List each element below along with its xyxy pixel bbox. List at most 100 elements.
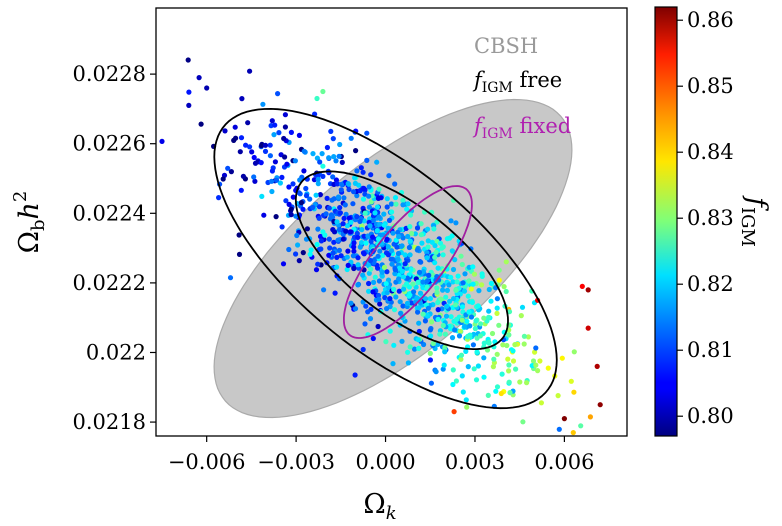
scatter-point	[330, 174, 336, 180]
scatter-point	[470, 342, 476, 348]
scatter-point	[366, 193, 372, 199]
scatter-point	[402, 261, 408, 267]
scatter-point	[281, 135, 287, 142]
scatter-point	[477, 333, 483, 339]
scatter-point	[332, 290, 338, 296]
scatter-point	[570, 430, 576, 436]
scatter-point	[395, 250, 402, 257]
scatter-point	[314, 241, 320, 248]
scatter-point	[379, 269, 385, 275]
scatter-point	[262, 142, 269, 148]
scatter-point	[247, 68, 253, 74]
scatter-point	[409, 230, 415, 237]
scatter-point	[417, 290, 424, 296]
scatter-point	[361, 185, 367, 191]
y-tick-label: 0.0218	[73, 410, 146, 434]
scatter-point	[537, 358, 543, 364]
scatter-point	[475, 363, 481, 369]
scatter-point	[494, 296, 500, 302]
scatter-point	[372, 274, 378, 280]
scatter-point	[555, 393, 561, 399]
scatter-point	[391, 286, 397, 292]
scatter-point	[458, 352, 465, 358]
scatter-point	[296, 132, 302, 138]
scatter-point	[269, 168, 275, 174]
scatter-point	[243, 142, 249, 148]
scatter-point	[368, 172, 374, 178]
scatter-point	[383, 281, 389, 287]
scatter-point	[503, 259, 509, 265]
scatter-point	[317, 192, 323, 198]
scatter-point	[276, 130, 282, 136]
scatter-point	[400, 197, 406, 204]
y-tick-label: 0.0222	[73, 271, 146, 295]
scatter-point	[531, 439, 536, 444]
scatter-point	[441, 362, 447, 368]
scatter-point	[568, 378, 574, 384]
scatter-point	[416, 345, 422, 351]
scatter-point	[389, 209, 395, 215]
scatter-point	[288, 129, 294, 135]
scatter-point	[556, 426, 562, 432]
y-axis-label-sub: b	[28, 219, 49, 231]
scatter-point	[240, 173, 246, 179]
scatter-point	[282, 154, 288, 160]
scatter-point	[331, 154, 337, 160]
scatter-point	[315, 176, 321, 182]
scatter-point	[251, 154, 257, 161]
scatter-points	[159, 57, 621, 445]
scatter-point	[451, 296, 457, 302]
scatter-point	[459, 304, 466, 310]
scatter-point	[393, 237, 399, 243]
scatter-point	[288, 206, 294, 212]
scatter-point	[440, 287, 446, 293]
colorbar-label-sub: IGM	[737, 207, 758, 247]
scatter-point	[431, 226, 437, 232]
scatter-point	[463, 348, 469, 354]
scatter-point	[423, 296, 429, 302]
scatter-point	[489, 330, 496, 337]
scatter-point	[400, 202, 406, 208]
scatter-point	[258, 160, 264, 166]
scatter-point	[384, 196, 390, 202]
scatter-point	[425, 244, 431, 250]
legend-item-free-sub: IGM	[482, 80, 513, 96]
legend-item-free-rest: free	[513, 68, 562, 92]
scatter-point	[293, 251, 299, 257]
scatter-point	[442, 331, 448, 337]
scatter-point	[449, 248, 455, 254]
scatter-point	[365, 309, 371, 315]
scatter-point	[345, 262, 351, 268]
scatter-point	[315, 261, 321, 267]
scatter-point	[333, 158, 339, 164]
scatter-point	[460, 280, 466, 286]
scatter-point	[521, 333, 528, 339]
scatter-point	[451, 409, 457, 415]
scatter-point	[345, 181, 351, 187]
scatter-point	[267, 153, 273, 159]
scatter-point	[335, 237, 341, 243]
scatter-point	[296, 190, 302, 196]
scatter-point	[344, 254, 350, 260]
scatter-point	[433, 369, 439, 375]
scatter-point	[355, 282, 361, 288]
legend-item-free: fIGM free	[472, 68, 562, 96]
scatter-point	[260, 101, 266, 107]
scatter-point	[521, 341, 527, 347]
scatter-point	[420, 311, 426, 317]
scatter-point	[444, 303, 450, 309]
colorbar-ticks: 0.80 0.81 0.82 0.83 0.84 0.85 0.86	[677, 8, 734, 428]
scatter-point	[375, 323, 381, 330]
scatter-point	[616, 440, 621, 445]
scatter-point	[449, 233, 455, 239]
scatter-point	[435, 307, 441, 313]
scatter-point	[471, 271, 478, 277]
scatter-point	[360, 196, 367, 202]
scatter-point	[313, 267, 320, 273]
scatter-point	[418, 221, 424, 227]
scatter-point	[519, 304, 526, 310]
scatter-point	[384, 236, 390, 242]
scatter-point	[594, 363, 600, 369]
scatter-point	[351, 189, 357, 195]
scatter-point	[277, 180, 283, 186]
